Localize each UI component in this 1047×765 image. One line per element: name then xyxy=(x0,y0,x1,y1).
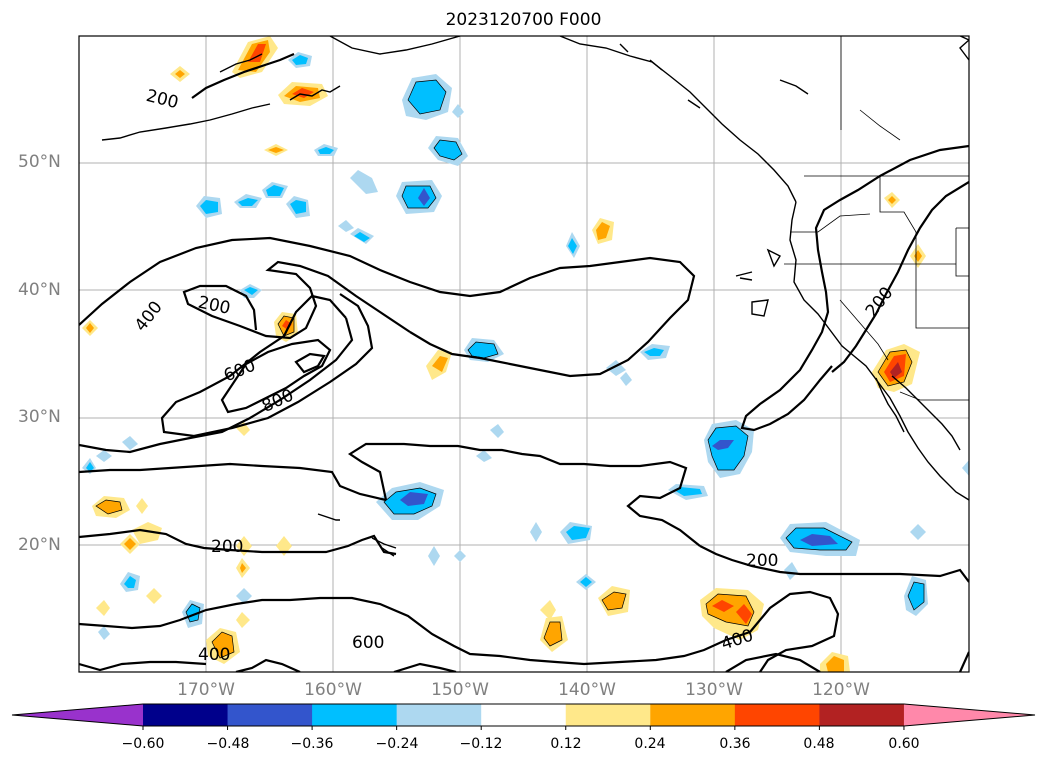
colorbar-tick-label: 0.36 xyxy=(719,736,751,752)
contour-label: 200 xyxy=(746,551,778,571)
colorbar-tick-label: 0.60 xyxy=(888,736,920,752)
colorbar-tick-label: −0.12 xyxy=(459,736,503,752)
coastlines xyxy=(101,36,969,557)
contour-label: 400 xyxy=(198,645,230,665)
negative-anomaly-patches xyxy=(82,52,969,640)
contour-label: 200 xyxy=(211,537,243,557)
shading-outlines xyxy=(95,79,925,659)
colorbar-segment xyxy=(734,704,820,726)
latitude-label: 30°N xyxy=(18,407,61,427)
colorbar-tick-label: −0.48 xyxy=(206,736,250,752)
colorbar-segment xyxy=(227,704,313,726)
colorbar-segment xyxy=(481,704,567,726)
colorbar-tick-label: −0.60 xyxy=(121,736,165,752)
positive-anomaly-patches xyxy=(82,36,926,672)
colorbar-segment xyxy=(650,704,736,726)
colorbar xyxy=(11,703,1036,730)
longitude-label: 140°W xyxy=(558,680,616,700)
map-title: 2023120700 F000 xyxy=(445,10,602,30)
latitude-label: 20°N xyxy=(18,535,61,555)
contour-labels: 200 400 200 600 800 200 200 400 600 200 … xyxy=(131,86,898,665)
colorbar-segment xyxy=(143,704,229,726)
longitude-label: 150°W xyxy=(431,680,489,700)
longitude-label: 120°W xyxy=(812,680,870,700)
colorbar-tick-label: −0.36 xyxy=(290,736,334,752)
colorbar-extend-high xyxy=(903,704,1035,726)
longitude-label: 160°W xyxy=(304,680,362,700)
longitude-label: 170°W xyxy=(177,680,235,700)
colorbar-tick-label: 0.12 xyxy=(550,736,582,752)
map-frame xyxy=(78,35,970,673)
latitude-label: 50°N xyxy=(18,152,61,172)
colorbar-tick-label: 0.48 xyxy=(803,736,835,752)
map-area xyxy=(79,36,969,672)
colorbar-tick-label: −0.24 xyxy=(375,736,419,752)
colorbar-segment xyxy=(396,704,482,726)
contour-label: 600 xyxy=(352,633,384,653)
colorbar-extend-low xyxy=(12,704,143,726)
colorbar-tick-label: 0.24 xyxy=(634,736,666,752)
political-borders xyxy=(784,36,969,401)
bold-contours xyxy=(79,52,969,672)
colorbar-segment xyxy=(312,704,398,726)
colorbar-segment xyxy=(819,704,905,726)
colorbar-segment xyxy=(565,704,651,726)
latitude-label: 40°N xyxy=(18,280,61,300)
longitude-label: 130°W xyxy=(685,680,743,700)
